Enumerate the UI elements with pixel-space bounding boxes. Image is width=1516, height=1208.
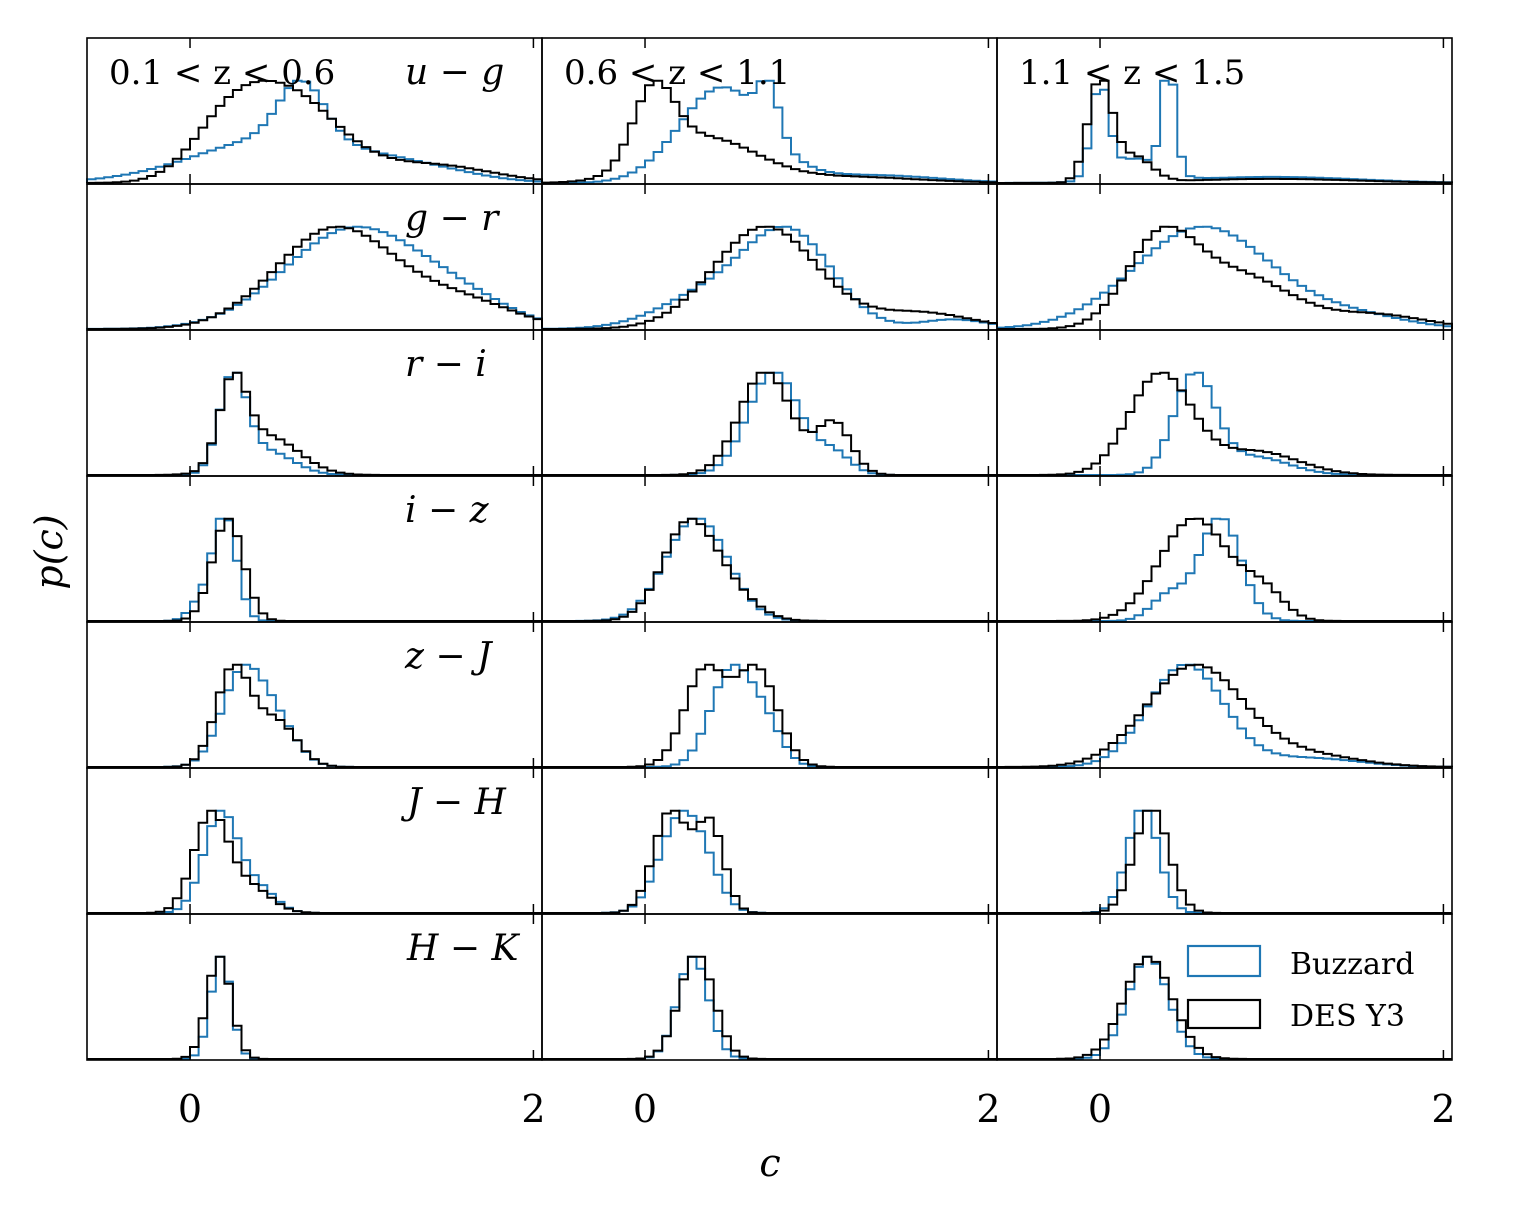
y-axis-label: p(c) (27, 514, 71, 589)
histogram-des-y3 (542, 809, 997, 914)
histogram-des-y3 (87, 225, 543, 330)
row-label-4: i − z (405, 490, 490, 531)
row-label-6: J − H (400, 782, 506, 823)
x-tick-label: 2 (1431, 1087, 1455, 1131)
histogram-des-y3 (86, 79, 543, 184)
panels-layer (86, 37, 1453, 1061)
histogram-des-y3 (542, 371, 997, 476)
row-label-2: g − r (405, 198, 500, 239)
histogram-des-y3 (87, 955, 542, 1060)
histogram-des-y3 (87, 809, 542, 914)
panel-col3-row7 (996, 913, 1453, 1061)
x-tick-label: 0 (178, 1087, 202, 1131)
histogram-des-y3 (997, 371, 1452, 476)
row-label-7: H − K (406, 928, 520, 969)
histogram-buzzard (997, 371, 1452, 476)
histogram-des-y3 (997, 517, 1452, 622)
legend-label-des-y3: DES Y3 (1290, 999, 1405, 1034)
histogram-des-y3 (997, 955, 1452, 1060)
row-label-3: r − i (405, 344, 487, 385)
x-axis-label: c (759, 1141, 780, 1185)
histogram-des-y3 (542, 955, 997, 1060)
histogram-des-y3 (87, 517, 542, 622)
histogram-des-y3 (542, 517, 997, 622)
column-header-3: 1.1 < z < 1.5 (1019, 53, 1245, 93)
histogram-des-y3 (542, 663, 997, 768)
row-label-5: z − J (404, 636, 494, 677)
histogram-des-y3 (997, 225, 1453, 330)
row-label-1: u − g (405, 52, 504, 93)
legend: Buzzard DES Y3 (1186, 944, 1414, 1034)
x-tick-label: 0 (1088, 1087, 1112, 1131)
histogram-des-y3 (87, 663, 542, 768)
column-header-1: 0.1 < z < 0.6 (109, 53, 335, 93)
panel-frame (996, 913, 1453, 1061)
histogram-des-y3 (997, 79, 1453, 184)
x-tick-label: 0 (633, 1087, 657, 1131)
column-header-2: 0.6 < z < 1.1 (564, 53, 790, 93)
x-tick-label: 2 (976, 1087, 1000, 1131)
legend-swatch-des-y3 (1186, 998, 1262, 1030)
x-tick-label: 2 (521, 1087, 545, 1131)
histogram-des-y3 (997, 663, 1453, 768)
histogram-des-y3 (87, 371, 542, 476)
histogram-buzzard (541, 225, 998, 330)
legend-label-buzzard: Buzzard (1290, 947, 1414, 982)
histogram-des-y3 (997, 809, 1452, 914)
histogram-des-y3 (542, 225, 998, 330)
histogram-buzzard (86, 79, 543, 183)
legend-swatch-buzzard (1186, 944, 1262, 978)
histogram-des-y3 (541, 79, 998, 184)
labels-layer: 0.1 < z < 0.6 0 2 0.6 < z < 1.1 0 2 1.1 < z < … (109, 52, 1456, 1131)
histogram-buzzard (542, 79, 998, 184)
